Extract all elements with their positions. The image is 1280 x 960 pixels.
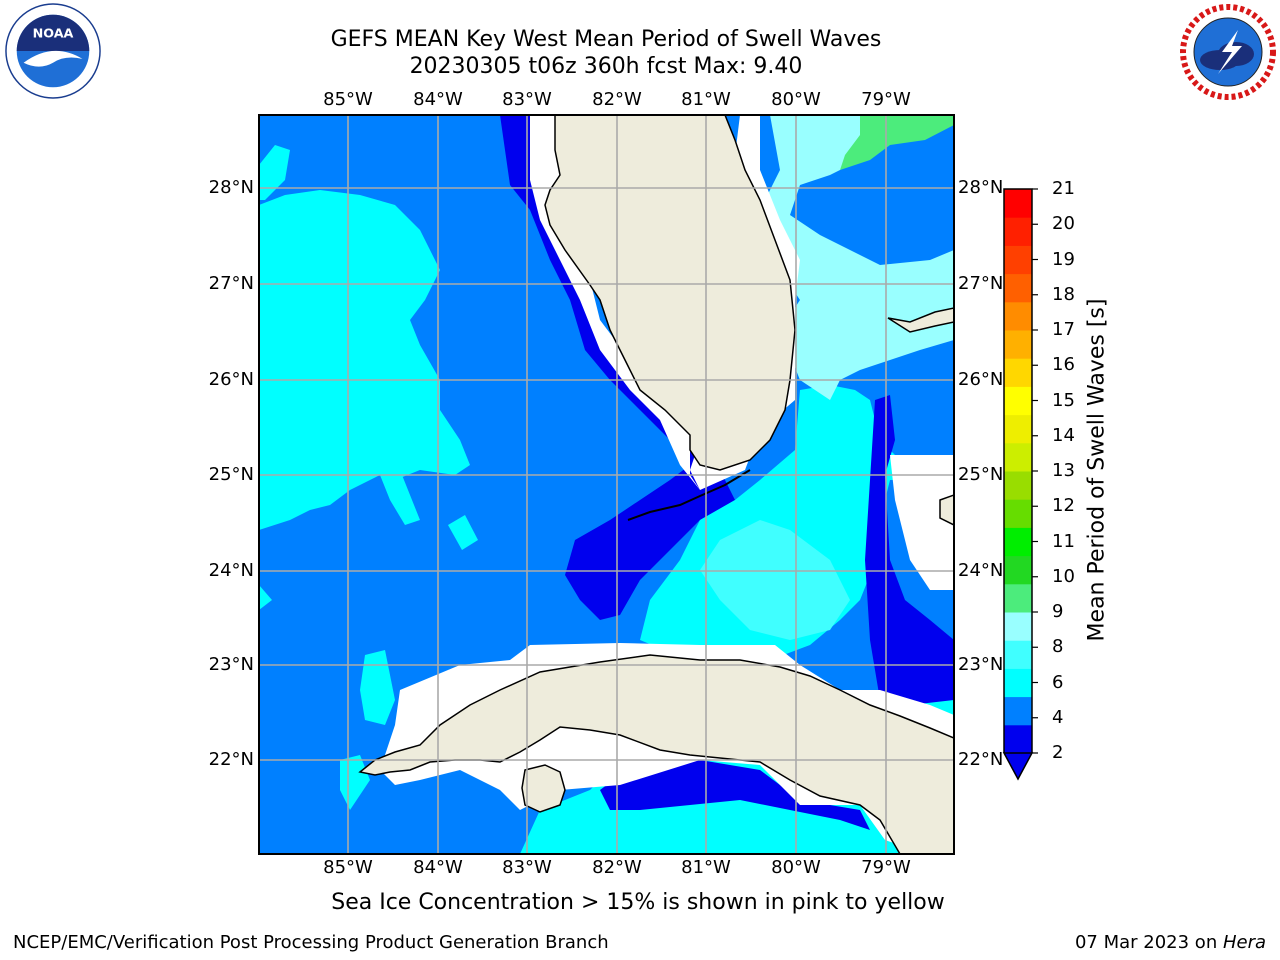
colorbar-segment	[1004, 358, 1032, 387]
noaa-logo: NOAA	[5, 3, 101, 99]
chart-subtitle: 20230305 t06z 360h fcst Max: 9.40	[409, 54, 803, 79]
contour-6-8-west-cuba	[360, 650, 395, 725]
land-florida-keys	[627, 469, 751, 521]
colorbar-segment	[1004, 668, 1032, 698]
colorbar	[1002, 188, 1038, 781]
colorbar-level-label: 2	[1052, 742, 1064, 763]
colorbar-level-label: 15	[1052, 389, 1075, 411]
land-bahamas-andros	[939, 494, 954, 526]
colorbar-segment	[1004, 696, 1032, 726]
colorbar-level-label: 9	[1052, 601, 1064, 622]
colorbar-level-label: 16	[1052, 354, 1075, 376]
colorbar-level-label: 21	[1052, 178, 1075, 199]
lat-label-right: 28°N	[958, 177, 1004, 198]
colorbar-segment	[1004, 555, 1032, 585]
lon-label-bottom: 81°W	[681, 857, 731, 878]
lon-label-bottom: 80°W	[771, 857, 821, 878]
nodata-bahamas	[890, 455, 954, 590]
colorbar-segment	[1004, 499, 1032, 528]
land-bahamas-grand	[887, 307, 954, 333]
lon-label-bottom: 79°W	[861, 857, 911, 878]
lat-label-left: 24°N	[208, 560, 254, 581]
colorbar-level-label: 11	[1052, 530, 1075, 552]
lat-label-left: 27°N	[208, 273, 254, 294]
colorbar-level-label: 14	[1052, 424, 1075, 446]
lat-label-right: 27°N	[958, 273, 1004, 294]
contour-6-8-gulf-nw	[259, 145, 290, 200]
lon-label-top: 83°W	[502, 89, 552, 110]
chart-title: GEFS MEAN Key West Mean Period of Swell …	[330, 27, 882, 52]
credit-line: NCEP/EMC/Verification Post Processing Pr…	[13, 932, 609, 953]
contour-8-9-south	[700, 520, 850, 640]
lon-label-bottom: 85°W	[323, 857, 373, 878]
land-cuba	[358, 654, 954, 854]
colorbar-level-label: 6	[1052, 671, 1064, 693]
lon-label-top: 79°W	[861, 89, 911, 110]
lon-label-top: 84°W	[413, 89, 463, 110]
colorbar-title: Mean Period of Swell Waves [s]	[1084, 298, 1110, 642]
lat-label-right: 23°N	[958, 654, 1004, 675]
lon-label-top: 85°W	[323, 89, 373, 110]
colorbar-segment	[1004, 189, 1032, 218]
colorbar-level-label: 10	[1052, 565, 1075, 587]
contour-6-8-gulf	[259, 190, 470, 530]
colorbar-segment	[1004, 330, 1032, 359]
colorbar-level-label: 12	[1052, 495, 1075, 517]
colorbar-level-label: 8	[1052, 636, 1064, 658]
sea-ice-note: Sea Ice Concentration > 15% is shown in …	[331, 890, 945, 915]
lon-label-top: 82°W	[592, 89, 642, 110]
nws-logo	[1180, 4, 1276, 100]
colorbar-level-label: 18	[1052, 283, 1075, 305]
lon-label-top: 81°W	[681, 89, 731, 110]
contour-2-south	[600, 760, 870, 830]
colorbar-segment	[1004, 386, 1032, 416]
colorbar-segment	[1004, 217, 1032, 246]
colorbar-segment	[1004, 640, 1032, 669]
colorbar-segment	[1004, 414, 1032, 444]
colorbar-segment	[1004, 442, 1032, 472]
lat-label-right: 22°N	[958, 749, 1004, 770]
lat-label-left: 26°N	[208, 369, 254, 390]
colorbar-segment	[1004, 724, 1032, 754]
svg-text:NOAA: NOAA	[33, 26, 74, 41]
contour-9-10-ne	[840, 115, 954, 170]
land-isla-juventud	[521, 764, 566, 813]
lat-label-left: 25°N	[208, 464, 254, 485]
colorbar-segment	[1004, 612, 1032, 641]
colorbar-segment	[1004, 245, 1032, 275]
lat-label-left: 28°N	[208, 177, 254, 198]
map-frame	[258, 114, 955, 855]
colorbar-level-label: 17	[1052, 319, 1075, 340]
colorbar-level-label: 4	[1052, 706, 1064, 728]
lat-label-right: 24°N	[958, 560, 1004, 581]
colorbar-segment	[1004, 471, 1032, 500]
lat-label-left: 22°N	[208, 749, 254, 770]
colorbar-level-label: 13	[1052, 460, 1075, 481]
lon-label-bottom: 82°W	[592, 857, 642, 878]
colorbar-segment	[1004, 301, 1032, 331]
colorbar-level-label: 20	[1052, 213, 1075, 235]
colorbar-segment	[1004, 583, 1032, 613]
lat-label-left: 23°N	[208, 654, 254, 675]
gridlines	[259, 115, 954, 854]
colorbar-segment	[1004, 527, 1032, 557]
colorbar-level-label: 19	[1052, 248, 1075, 270]
lat-label-right: 25°N	[958, 464, 1004, 485]
lon-label-top: 80°W	[771, 89, 821, 110]
generation-date: 07 Mar 2023 on Hera	[1074, 932, 1266, 953]
lat-label-right: 26°N	[958, 369, 1004, 390]
lon-label-bottom: 83°W	[502, 857, 552, 878]
lon-label-bottom: 84°W	[413, 857, 463, 878]
contour-2-east	[865, 395, 954, 705]
colorbar-segment	[1004, 273, 1032, 303]
colorbar-extend-min	[1002, 752, 1034, 781]
land-florida	[544, 115, 796, 471]
